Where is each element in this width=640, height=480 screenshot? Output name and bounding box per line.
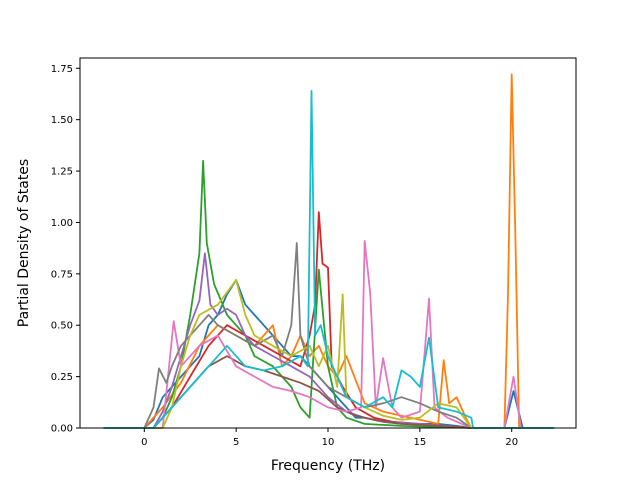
x-axis-ticks: 0 5 10 15 20 — [141, 428, 518, 448]
y-axis-ticks: 0.00 0.25 0.50 0.75 1.00 1.25 1.50 1.75 — [51, 64, 80, 435]
plot-background — [80, 58, 576, 428]
y-tick-label: 0.00 — [51, 424, 73, 435]
x-tick-label: 0 — [141, 437, 147, 448]
series-line-8 — [103, 242, 554, 429]
y-tick-label: 0.75 — [51, 269, 73, 280]
y-tick-label: 1.00 — [51, 218, 73, 229]
x-tick-label: 10 — [322, 437, 335, 448]
y-tick-label: 0.25 — [51, 372, 73, 383]
series-layer — [103, 73, 554, 429]
series-line-10 — [103, 90, 554, 429]
x-axis-title: Frequency (THz) — [271, 458, 385, 474]
x-tick-label: 5 — [233, 437, 239, 448]
y-tick-label: 1.25 — [51, 167, 73, 178]
y-tick-label: 1.75 — [51, 64, 73, 75]
series-line-9 — [103, 279, 554, 429]
y-tick-label: 0.50 — [51, 321, 73, 332]
y-axis-title: Partial Density of States — [16, 159, 32, 327]
x-tick-label: 15 — [413, 437, 426, 448]
y-tick-label: 1.50 — [51, 115, 73, 126]
x-tick-label: 20 — [505, 437, 518, 448]
series-line-3 — [103, 159, 554, 429]
series-line-7 — [103, 239, 554, 429]
